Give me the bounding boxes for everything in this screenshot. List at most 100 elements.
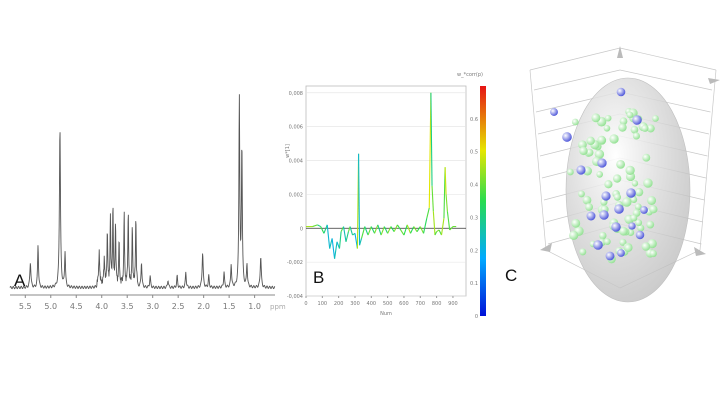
panel-label-a: A: [14, 271, 26, 290]
loadings-segment: [423, 217, 428, 234]
loadings-segment: [432, 211, 436, 236]
nmr-spectrum-line: [9, 94, 276, 290]
loadings-y-tick-label: -0,004: [287, 294, 303, 300]
score-point-group1: [630, 214, 638, 222]
score-point-group1: [582, 195, 592, 205]
loadings-x-tick-label: 500: [383, 301, 393, 307]
score-point-group1: [647, 196, 657, 205]
loadings-segment: [393, 224, 398, 232]
panel-label-c: C: [505, 266, 518, 285]
loadings-segment: [329, 238, 333, 249]
scores-gridline: [533, 69, 621, 91]
score-point-group2: [616, 87, 626, 97]
loadings-segment: [445, 194, 448, 212]
loadings-segment: [400, 229, 405, 236]
score-point-group1: [585, 148, 594, 157]
score-point-group1: [604, 114, 612, 122]
scores-axis-line: [619, 47, 717, 71]
score-point-group1: [609, 134, 619, 144]
colorbar-tick-label: 0.3: [470, 215, 478, 221]
loadings-segment: [406, 224, 412, 234]
score-point-group1: [649, 205, 658, 214]
loadings-x-axis-label: Num: [380, 311, 392, 317]
loadings-segment: [358, 153, 361, 246]
score-point-group1: [625, 165, 635, 176]
score-point-group1: [637, 224, 645, 232]
loadings-x-tick-label: 600: [399, 301, 409, 307]
colorbar-title: w_*corr(p): [457, 72, 483, 78]
loadings-segment: [334, 241, 338, 259]
score-point-group2: [562, 132, 572, 142]
score-point-group1: [619, 226, 628, 236]
score-point-group1: [618, 123, 627, 132]
scores-axis-line: [529, 69, 547, 251]
score-point-group1: [622, 197, 632, 207]
score-point-group1: [569, 230, 579, 240]
loadings-y-tick-label: 0,006: [289, 125, 303, 131]
score-point-group1: [631, 180, 639, 187]
score-point-group1: [630, 125, 639, 134]
loadings-segment: [431, 185, 434, 212]
loadings-segment: [360, 226, 366, 239]
nmr-x-tick-label: 5.5: [19, 302, 32, 311]
loadings-x-tick-label: 700: [416, 301, 426, 307]
score-point-group2: [586, 211, 596, 221]
score-point-group2: [597, 158, 607, 168]
nmr-x-tick-label: 1.5: [223, 302, 236, 311]
nmr-spectrum-chart: 5.5 5.0 4.5 4.0 3.5 3.0 2.5 2.0 1.5 1.0 ppm: [9, 94, 286, 311]
scores-gridline: [619, 69, 713, 91]
score-point-group1: [613, 193, 622, 201]
panel-a-nmr-spectrum: 5.5 5.0 4.5 4.0 3.5 3.0 2.5 2.0 1.5 1.0 ppm: [0, 80, 290, 325]
score-point-group1: [603, 124, 611, 132]
loadings-y-axis-label: w*[1]: [285, 144, 291, 158]
loadings-segment: [349, 226, 354, 236]
score-point-group2: [626, 188, 636, 198]
loadings-segment: [359, 238, 363, 246]
score-point-group2: [635, 230, 645, 240]
score-point-group2: [605, 251, 615, 261]
score-point-group2: [640, 206, 648, 214]
loadings-segment: [440, 218, 445, 236]
loadings-segment: [446, 211, 451, 231]
score-point-group1: [596, 171, 604, 178]
score-point-group1: [567, 168, 574, 176]
loadings-segment: [380, 226, 385, 236]
scores-axis-line: [699, 69, 717, 251]
loadings-chart: -0,004 -0,002 0 0,002 0,004 0,006 0,008 0 100 200…: [285, 72, 486, 320]
score-point-group1: [597, 135, 606, 145]
loadings-segment: [390, 226, 395, 232]
score-point-group1: [619, 238, 627, 246]
score-point-group2: [576, 165, 586, 175]
loadings-segment: [367, 226, 372, 236]
colorbar-tick-label: 0.2: [470, 248, 478, 254]
loadings-segment: [387, 226, 392, 234]
score-point-group1: [652, 115, 659, 122]
loadings-segment: [343, 226, 347, 242]
score-point-group1: [571, 218, 581, 228]
loadings-segment: [426, 207, 430, 219]
nmr-x-tick-label: 2.5: [172, 302, 185, 311]
loadings-segment: [326, 224, 331, 249]
score-point-group1: [630, 196, 638, 203]
score-point-group1: [586, 136, 595, 146]
scores-axis-arrow: [708, 78, 720, 84]
loadings-x-tick-label: 100: [318, 301, 328, 307]
loadings-segment: [430, 92, 433, 186]
score-point-group1: [571, 118, 579, 126]
score-point-group2: [632, 115, 642, 125]
score-point-group1: [599, 231, 607, 240]
loadings-segment: [338, 231, 342, 249]
score-point-group1: [613, 174, 622, 183]
scores-axis-arrow: [540, 243, 552, 252]
loadings-segment: [419, 226, 425, 234]
loadings-segment: [434, 231, 438, 236]
loadings-segment: [331, 238, 336, 259]
score-point-group1: [641, 242, 651, 251]
nmr-x-axis-label: ppm: [270, 303, 286, 311]
colorbar-tick-label: 0.4: [470, 183, 478, 189]
score-point-group1: [619, 117, 628, 126]
score-point-group1: [604, 180, 613, 189]
loadings-segment: [396, 224, 402, 231]
score-point-group1: [643, 178, 653, 188]
scores-axis-line: [529, 47, 621, 71]
